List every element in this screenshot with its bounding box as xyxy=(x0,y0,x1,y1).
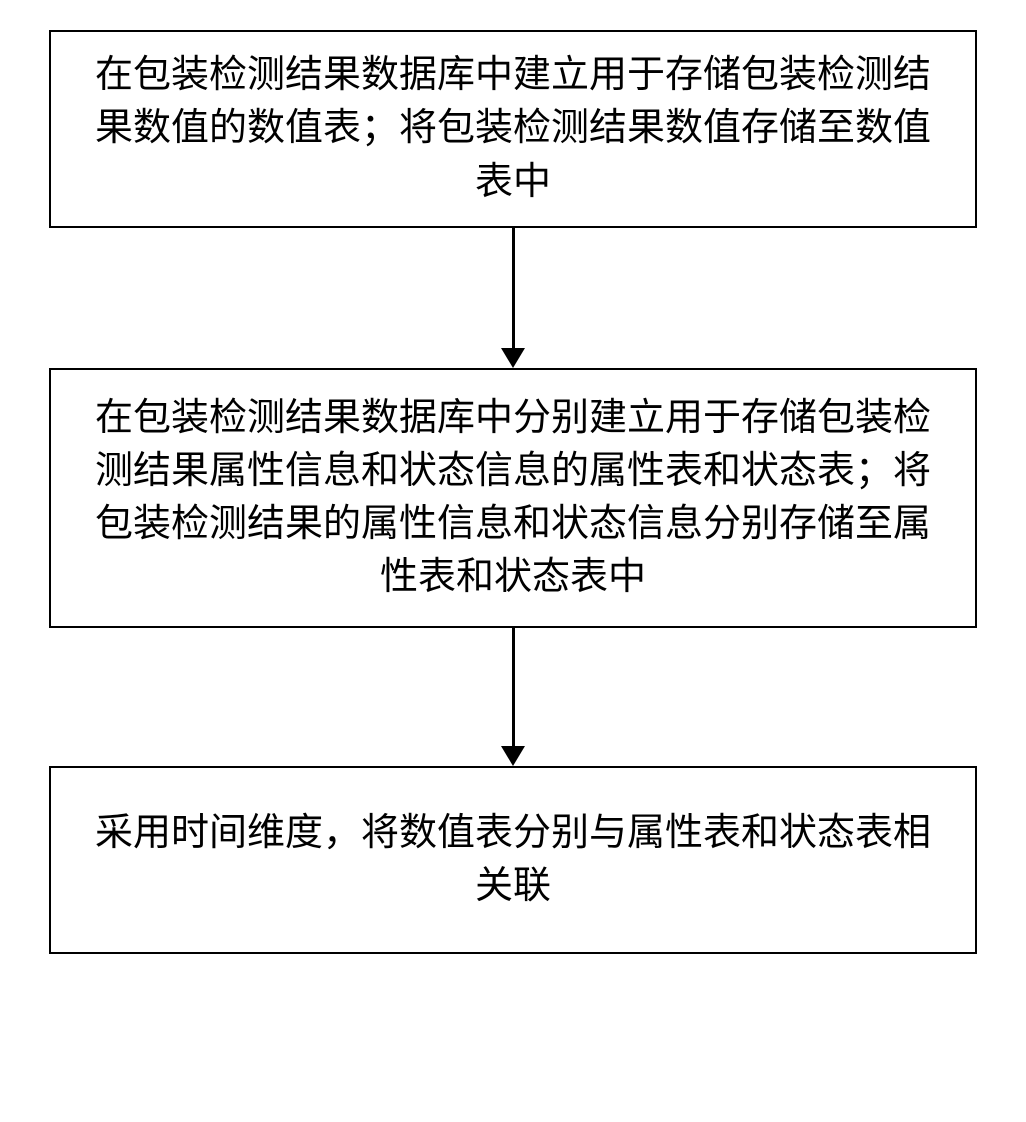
flowchart-container: 在包装检测结果数据库中建立用于存储包装检测结果数值的数值表；将包装检测结果数值存… xyxy=(48,30,978,954)
flow-step-text: 在包装检测结果数据库中建立用于存储包装检测结果数值的数值表；将包装检测结果数值存… xyxy=(81,49,945,209)
flow-arrow xyxy=(501,228,525,368)
flow-step-step1: 在包装检测结果数据库中建立用于存储包装检测结果数值的数值表；将包装检测结果数值存… xyxy=(49,30,977,228)
arrow-head-icon xyxy=(501,746,525,766)
flow-step-text: 在包装检测结果数据库中分别建立用于存储包装检测结果属性信息和状态信息的属性表和状… xyxy=(81,392,945,605)
flow-step-step3: 采用时间维度，将数值表分别与属性表和状态表相关联 xyxy=(49,766,977,954)
arrow-head-icon xyxy=(501,348,525,368)
flow-arrow xyxy=(501,628,525,766)
arrow-line xyxy=(512,228,515,348)
flow-step-step2: 在包装检测结果数据库中分别建立用于存储包装检测结果属性信息和状态信息的属性表和状… xyxy=(49,368,977,628)
arrow-line xyxy=(512,628,515,746)
flow-step-text: 采用时间维度，将数值表分别与属性表和状态表相关联 xyxy=(81,807,945,913)
